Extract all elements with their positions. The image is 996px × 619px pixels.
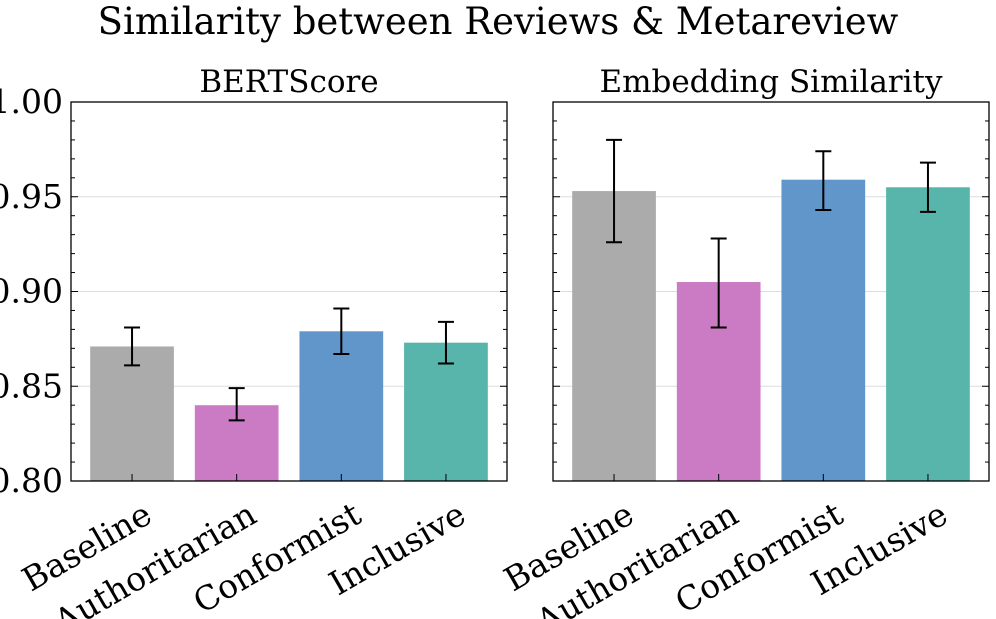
chart-panel-1: BaselineAuthoritarianConformistInclusive…: [497, 64, 990, 619]
bar: [404, 342, 488, 481]
y-tick-label: 0.85: [0, 366, 63, 405]
panel-title: Embedding Similarity: [599, 64, 943, 100]
bar: [781, 179, 866, 481]
bar: [299, 331, 384, 481]
figure-title: Similarity between Reviews & Metareview: [98, 0, 899, 43]
chart-panel-0: 0.800.850.900.951.00BaselineAuthoritaria…: [0, 64, 508, 619]
y-tick-label: 0.95: [0, 177, 63, 216]
bar: [90, 346, 174, 481]
y-tick-label: 0.80: [0, 461, 63, 500]
panel-title: BERTScore: [199, 64, 378, 100]
y-tick-label: 1.00: [0, 82, 63, 121]
bar: [886, 187, 970, 481]
y-tick-label: 0.90: [0, 272, 63, 311]
